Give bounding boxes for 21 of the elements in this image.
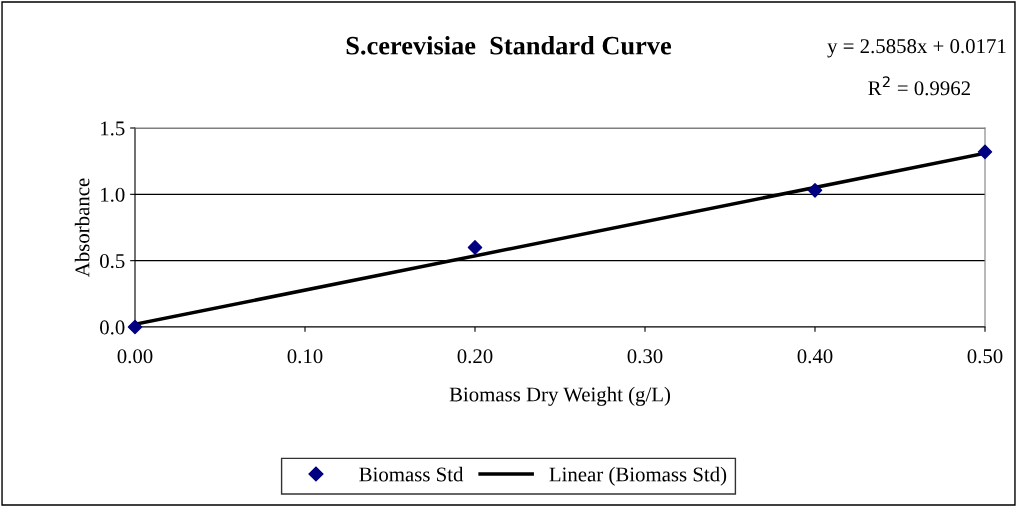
text: R$^{2}$ = 0.9962 (868, 76, 970, 96)
x-tick-label: 0.40 (797, 349, 833, 364)
point (127, 319, 143, 335)
chart-title: S.cerevisiae Standard Curve (346, 36, 672, 55)
point (467, 240, 483, 255)
y-tick-label: 1.0 (101, 187, 125, 202)
y-tick-label: 0.0 (100, 320, 125, 335)
y-tick-label: 1.5 (101, 121, 125, 136)
x-tick-label: 0.30 (627, 349, 663, 364)
x-axis-title: Biomass Dry Weight (g/L) (449, 386, 671, 406)
y-tick-label: 0.5 (100, 254, 125, 269)
x-tick-label: 0.50 (967, 349, 1003, 364)
x-tick-label: 0.00 (117, 349, 153, 364)
x-tick-label: 0.20 (457, 349, 493, 364)
text: y = 2.5858x + 0.0171 (827, 39, 1006, 58)
y-axis-title: Absorbance (74, 178, 90, 278)
point (807, 183, 823, 198)
legend-label: Linear (Biomass Std) (549, 466, 727, 486)
point (977, 144, 993, 160)
x-tick-label: 0.10 (287, 349, 323, 364)
legend-label: Biomass Std (359, 466, 464, 482)
